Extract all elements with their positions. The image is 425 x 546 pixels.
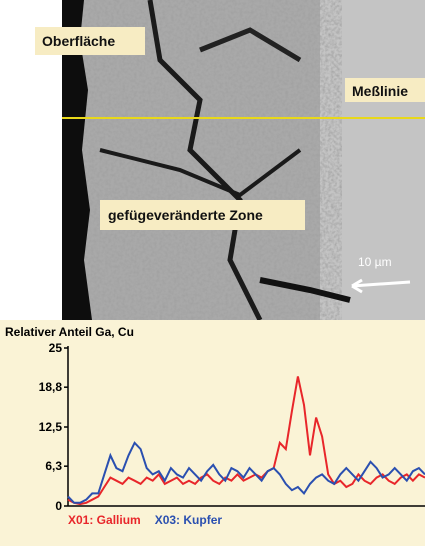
legend-entry: X01: Gallium bbox=[68, 513, 141, 527]
label-surface: Oberfläche bbox=[42, 33, 115, 49]
scale-label: 10 µm bbox=[358, 255, 392, 269]
label-zone: gefügeveränderte Zone bbox=[108, 207, 263, 223]
label-line: Meßlinie bbox=[352, 83, 408, 99]
legend-entry: X03: Kupfer bbox=[155, 513, 223, 527]
y-tick-label: 12,5 bbox=[39, 420, 63, 434]
page: Oberfläche Meßlinie gefügeveränderte Zon… bbox=[0, 0, 425, 546]
micrograph: Oberfläche Meßlinie gefügeveränderte Zon… bbox=[35, 0, 425, 320]
y-tick-label: 25 bbox=[49, 341, 63, 355]
y-tick-label: 18,8 bbox=[39, 380, 63, 394]
y-tick-label: 6,3 bbox=[45, 459, 62, 473]
chart-title: Relativer Anteil Ga, Cu bbox=[5, 325, 134, 339]
y-tick-label: 0 bbox=[55, 499, 62, 513]
